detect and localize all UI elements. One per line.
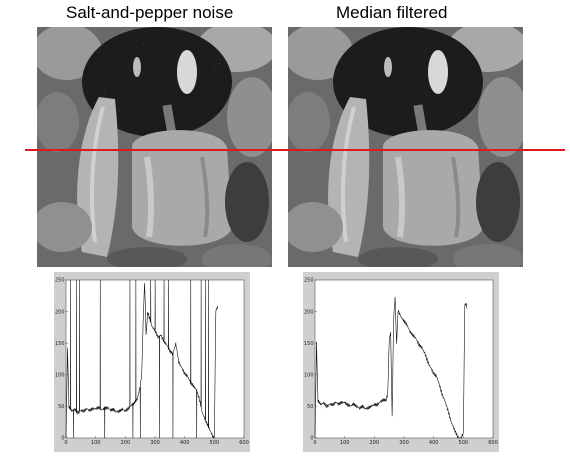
y-tick-label: 250: [304, 278, 314, 284]
y-tick-label: 200: [55, 309, 65, 315]
x-tick-label: 400: [180, 440, 190, 446]
y-tick-label: 100: [55, 373, 65, 379]
x-tick-label: 500: [210, 440, 220, 446]
x-tick-label: 600: [239, 440, 249, 446]
profile-line: [314, 296, 468, 439]
title-noisy: Salt-and-pepper noise: [66, 3, 234, 22]
y-tick-label: 0: [310, 436, 313, 442]
y-tick-label: 0: [61, 436, 64, 442]
noisy-profile-plot: 0 100 200 300 400 500 600 0 50 100 150 200 250: [54, 272, 250, 452]
noisy-profile-svg: 0 100 200 300 400 500 600 0 50 100 150 200 250: [55, 278, 249, 446]
y-tick-label: 50: [307, 404, 313, 410]
y-tick-label: 100: [304, 373, 314, 379]
y-tick-label: 150: [55, 341, 65, 347]
x-tick-label: 400: [429, 440, 439, 446]
x-tick-label: 300: [150, 440, 160, 446]
filtered-pepper-image: [288, 27, 523, 267]
y-tick-label: 150: [304, 341, 314, 347]
x-tick-label: 300: [399, 440, 409, 446]
x-tick-label: 0: [64, 440, 67, 446]
y-tick-label: 50: [58, 404, 64, 410]
title-filtered: Median filtered: [336, 3, 448, 22]
x-tick-label: 100: [340, 440, 350, 446]
filtered-profile-plot: 0 100 200 300 400 500 600 0 50 100 150 200 250: [303, 272, 499, 452]
x-tick-label: 0: [313, 440, 316, 446]
x-tick-label: 600: [488, 440, 498, 446]
scan-line: [25, 149, 565, 151]
filtered-profile-svg: 0 100 200 300 400 500 600 0 50 100 150 200 250: [304, 278, 498, 446]
y-tick-label: 200: [304, 309, 314, 315]
y-tick-label: 250: [55, 278, 65, 284]
noisy-pepper-image: [37, 27, 272, 267]
x-tick-label: 100: [91, 440, 101, 446]
x-tick-label: 500: [459, 440, 469, 446]
x-tick-label: 200: [370, 440, 380, 446]
x-tick-label: 200: [121, 440, 131, 446]
profile-line: [65, 279, 219, 439]
